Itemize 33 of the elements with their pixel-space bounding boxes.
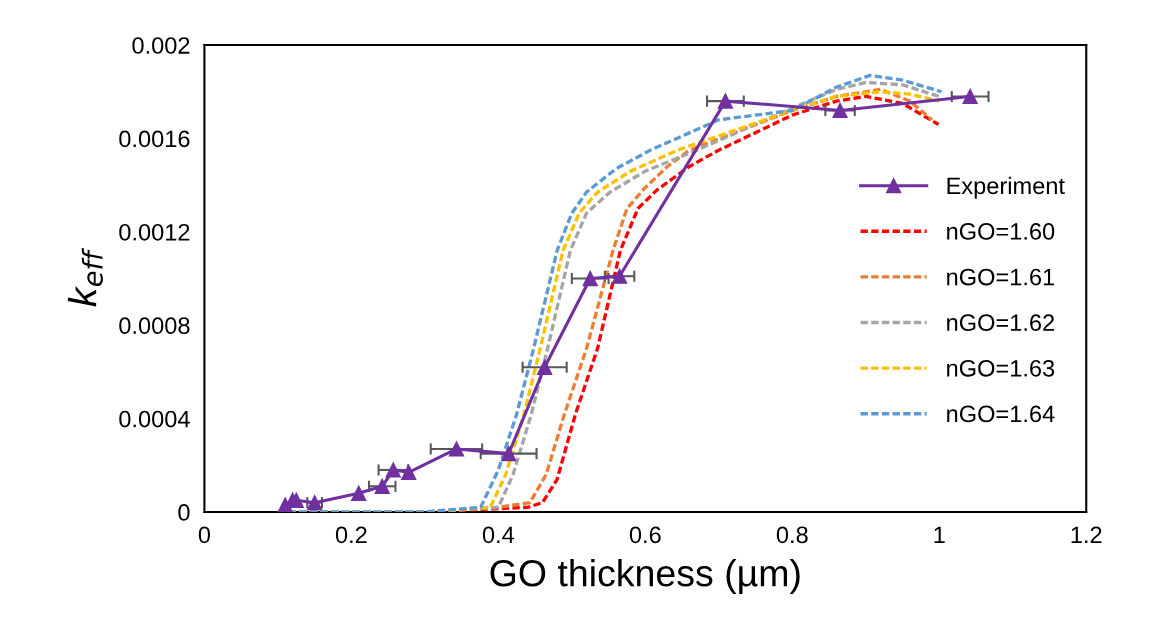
y-axis-title: k$_{eff}$ [67, 247, 103, 307]
legend-label: nGO=1.61 [947, 268, 1055, 286]
x-tick-label: 1.2 [1071, 526, 1102, 543]
y-tick-label: 0.0012 [119, 223, 190, 241]
point [537, 359, 553, 375]
x-tick-label: 0 [198, 526, 211, 544]
legend-label: nGO=1.60 [947, 223, 1055, 240]
x-tick-label: 1 [934, 526, 945, 543]
point [401, 464, 417, 480]
legend-label: Experiment [947, 176, 1065, 199]
y-tick-label: 0 [178, 504, 190, 521]
point [448, 441, 465, 457]
point [385, 462, 401, 478]
point [582, 270, 598, 287]
point [374, 478, 390, 494]
x-tick-label: 0.2 [335, 526, 367, 544]
y-tick-label: 0.0004 [119, 410, 190, 428]
y-tick-label: 0.002 [132, 37, 190, 54]
point [351, 485, 367, 501]
legend-label: nGO=1.62 [947, 314, 1054, 332]
point [611, 268, 628, 284]
y-tick-label: 0.0016 [119, 130, 190, 148]
x-tick-label: 0.4 [482, 526, 515, 544]
legend-label: nGO=1.64 [947, 405, 1055, 423]
point [962, 88, 978, 105]
point [500, 445, 517, 462]
legend-label: nGO=1.63 [947, 359, 1055, 377]
x-tick-label: 0.6 [629, 526, 661, 544]
point [717, 93, 734, 109]
x-tick-label: 0.8 [776, 526, 808, 544]
y-tick-label: 0.0008 [119, 317, 190, 335]
point [832, 102, 848, 119]
x-axis-title: GO thickness (µm) [490, 558, 800, 594]
